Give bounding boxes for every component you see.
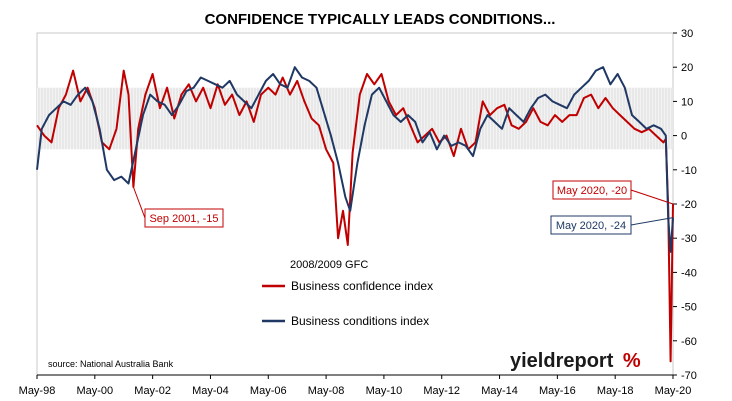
- source-note: source: National Australia Bank: [48, 359, 174, 369]
- x-tick-label: May-98: [19, 385, 56, 397]
- x-tick-label: May-14: [481, 385, 518, 397]
- annotation-may-2020-conditions-label: May 2020, -24: [556, 220, 626, 232]
- series-lines: [36, 66, 674, 363]
- y-tick-label: -40: [681, 267, 697, 279]
- y-tick-label: 10: [681, 96, 693, 108]
- series-line-confidence: [36, 69, 674, 363]
- y-tick-label: 30: [681, 28, 693, 40]
- x-tick-label: May-18: [597, 385, 634, 397]
- logo-word: yieldreport: [510, 350, 614, 372]
- y-tick-label: -10: [681, 165, 697, 177]
- y-axis: 30 20 10 0 -10 -20 -30 -40 -50 -60 -70: [673, 28, 697, 382]
- x-tick-label: May-02: [134, 385, 171, 397]
- x-tick-label: May-20: [655, 385, 692, 397]
- x-tick-label: May-06: [250, 385, 287, 397]
- y-tick-label: -30: [681, 233, 697, 245]
- annotation-sep-2001-box: [144, 208, 224, 228]
- x-tick-label: May-10: [366, 385, 403, 397]
- legend-label-conditions: Business conditions index: [291, 314, 429, 328]
- y-tick-label: 0: [681, 131, 687, 143]
- x-tick-label: May-04: [192, 385, 229, 397]
- annotation-sep-2001-leader: [132, 186, 146, 219]
- annotation-may-2020-confidence-box: [552, 180, 632, 200]
- chart-title: CONFIDENCE TYPICALLY LEADS CONDITIONS...: [205, 11, 556, 28]
- x-tick-label: May-12: [423, 385, 460, 397]
- svg-text:yieldreport %: yieldreport %: [510, 350, 641, 372]
- y-tick-label: -50: [681, 302, 697, 314]
- y-tick-label: -20: [681, 199, 697, 211]
- x-tick-label: May-08: [308, 385, 345, 397]
- y-tick-label: 20: [681, 62, 693, 74]
- y-tick-label: -60: [681, 336, 697, 348]
- annotations: Sep 2001, -15 May 2020, -20 May 2020, -24 2…: [132, 180, 674, 271]
- legend-label-confidence: Business confidence index: [291, 279, 433, 293]
- legend: Business confidence index Business condi…: [262, 279, 433, 328]
- annotation-may-2020-conditions-box: [550, 215, 632, 235]
- annotation-may-2020-conditions-leader: [630, 217, 674, 226]
- series-line-conditions: [36, 66, 674, 253]
- annotation-may-2020-confidence-label: May 2020, -20: [557, 185, 627, 197]
- annotation-may-2020-confidence-leader: [630, 189, 674, 205]
- annotation-sep-2001-label: Sep 2001, -15: [149, 213, 218, 225]
- annotation-gfc: 2008/2009 GFC: [290, 259, 368, 271]
- x-tick-label: May-16: [539, 385, 576, 397]
- yieldreport-logo: yieldreport %: [510, 350, 641, 372]
- logo-symbol: %: [623, 350, 641, 372]
- x-axis: May-98 May-00 May-02 May-04 May-06 May-08 May-…: [19, 374, 692, 397]
- y-tick-label: -70: [681, 370, 697, 382]
- x-tick-label: May-00: [76, 385, 113, 397]
